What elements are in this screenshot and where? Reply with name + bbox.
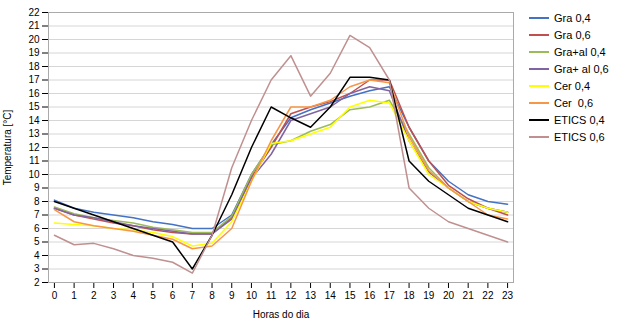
svg-text:12: 12 [28, 142, 40, 153]
svg-text:3: 3 [34, 263, 40, 274]
svg-text:13: 13 [28, 128, 40, 139]
svg-text:17: 17 [28, 74, 40, 85]
svg-text:0: 0 [52, 290, 58, 301]
svg-text:16: 16 [364, 290, 376, 301]
html-text:ETICS 0,6: ETICS 0,6 [554, 131, 605, 143]
html-text:Gra 0,4: Gra 0,4 [554, 12, 591, 24]
svg-text:2: 2 [34, 277, 40, 288]
svg-text:19: 19 [423, 290, 435, 301]
html-text:ETICS 0,4: ETICS 0,4 [554, 114, 605, 126]
svg-text:5: 5 [150, 290, 156, 301]
svg-text:22: 22 [482, 290, 494, 301]
svg-text:4: 4 [34, 250, 40, 261]
svg-text:15: 15 [344, 290, 356, 301]
html-text:Gra+al 0,4: Gra+al 0,4 [554, 46, 606, 58]
svg-text:6: 6 [34, 223, 40, 234]
svg-text:2: 2 [91, 290, 97, 301]
svg-text:1: 1 [71, 290, 77, 301]
svg-text:13: 13 [305, 290, 317, 301]
html-text:Gra+ al 0,6: Gra+ al 0,6 [554, 63, 609, 75]
svg-text:Temperatura [°C]: Temperatura [°C] [2, 109, 13, 185]
html-text:Cer 0,6: Cer 0,6 [554, 97, 594, 109]
svg-text:4: 4 [130, 290, 136, 301]
svg-text:5: 5 [34, 236, 40, 247]
svg-text:19: 19 [28, 47, 40, 58]
svg-text:11: 11 [29, 155, 40, 166]
svg-text:18: 18 [28, 61, 40, 72]
svg-text:8: 8 [209, 290, 215, 301]
html-text:Gra 0,6: Gra 0,6 [554, 29, 591, 41]
svg-text:23: 23 [502, 290, 514, 301]
svg-text:20: 20 [443, 290, 455, 301]
svg-text:Horas do dia: Horas do dia [253, 309, 310, 320]
svg-text:16: 16 [28, 88, 40, 99]
svg-text:12: 12 [285, 290, 297, 301]
svg-text:10: 10 [28, 169, 40, 180]
svg-text:14: 14 [28, 115, 40, 126]
svg-text:8: 8 [34, 196, 40, 207]
svg-text:18: 18 [404, 290, 416, 301]
svg-text:21: 21 [463, 290, 475, 301]
svg-text:9: 9 [34, 182, 40, 193]
svg-text:9: 9 [229, 290, 235, 301]
svg-text:7: 7 [34, 209, 40, 220]
svg-text:14: 14 [325, 290, 337, 301]
svg-text:10: 10 [246, 290, 258, 301]
svg-text:3: 3 [111, 290, 117, 301]
html-text:Cer 0,4: Cer 0,4 [554, 80, 591, 92]
svg-text:7: 7 [190, 290, 196, 301]
svg-text:11: 11 [266, 290, 277, 301]
svg-text:21: 21 [28, 20, 40, 31]
svg-text:17: 17 [384, 290, 396, 301]
svg-text:15: 15 [28, 101, 40, 112]
svg-text:20: 20 [28, 34, 40, 45]
svg-text:6: 6 [170, 290, 176, 301]
svg-text:22: 22 [28, 7, 40, 18]
